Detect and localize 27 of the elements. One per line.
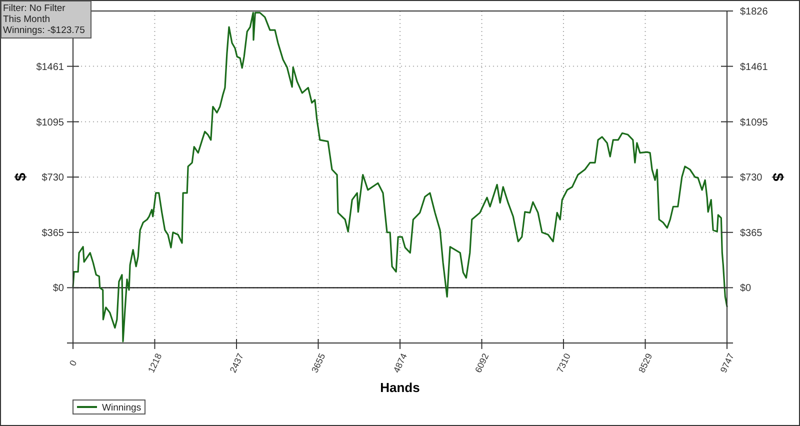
text: This Month <box>3 14 50 25</box>
x-tick-label: 3655 <box>310 352 328 374</box>
x-tick-label: 9747 <box>718 352 736 374</box>
y-tick-label: $0 <box>52 283 64 294</box>
x-tick-label: 2437 <box>228 352 246 374</box>
x-axis-title: Hands <box>380 380 420 395</box>
y-tick-label: $730 <box>42 172 64 184</box>
y2-tick-label: $1095 <box>740 117 768 128</box>
text: Filter: No Filter <box>3 3 66 14</box>
x-tick-label: 0 <box>68 358 79 368</box>
legend-label: Winnings <box>102 402 142 414</box>
x-tick-label: 4874 <box>391 352 409 374</box>
x-tick-label: 6092 <box>473 352 491 374</box>
y2-tick-label: $0 <box>740 283 752 294</box>
y-axis-title: $ <box>12 172 30 182</box>
y2-axis-title: $ <box>768 172 786 182</box>
y2-tick-label: $365 <box>740 228 763 239</box>
annotation: Winnings: -$123.75 <box>3 25 85 36</box>
y-tick-label: $1095 <box>36 117 64 128</box>
y-tick-label: $365 <box>42 228 64 239</box>
x-tick-label: 1218 <box>146 352 164 374</box>
y2-tick-label: $1461 <box>740 62 768 73</box>
y2-tick-label: $730 <box>740 172 763 184</box>
y2-tick-label: $1826 <box>740 6 768 18</box>
y-tick-label: $1461 <box>36 62 64 73</box>
x-tick-label: 7310 <box>554 352 572 374</box>
x-tick-label: 8529 <box>636 352 654 374</box>
